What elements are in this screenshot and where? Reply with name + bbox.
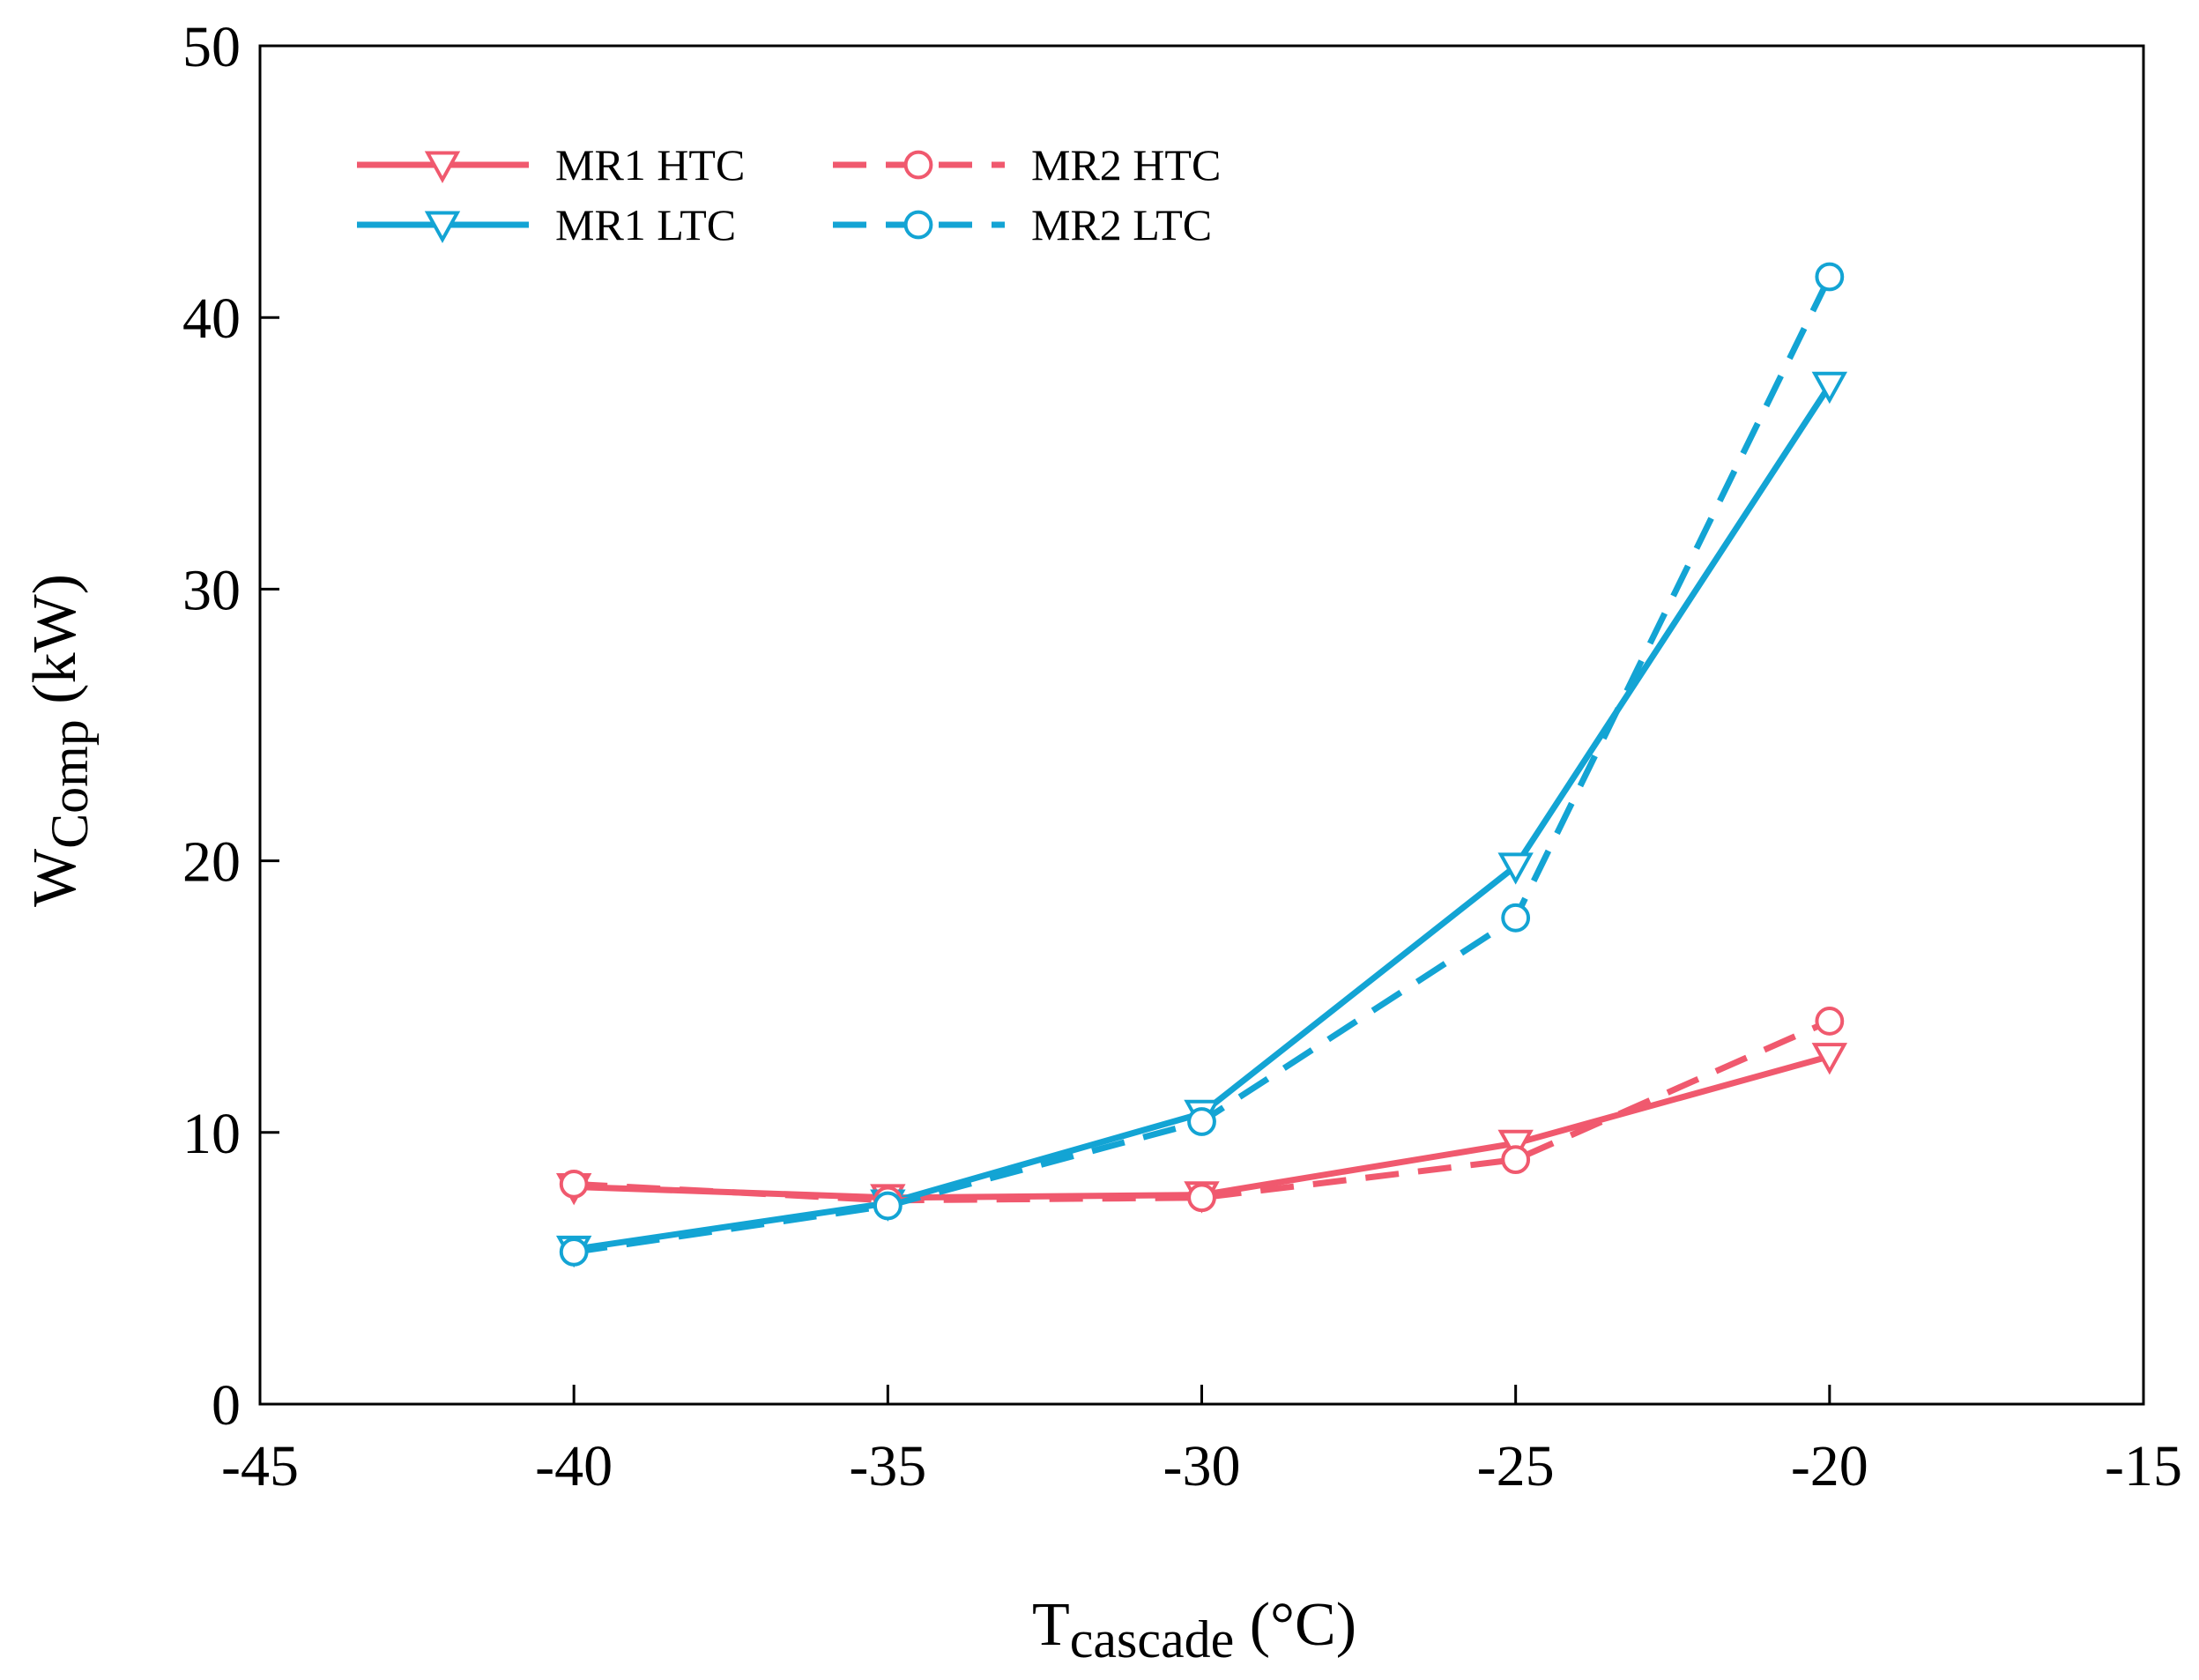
- y-axis-title-main: W: [21, 849, 89, 907]
- x-tick-label: -20: [1791, 1434, 1868, 1498]
- x-tick-label: -45: [221, 1434, 299, 1498]
- y-tick-label: 20: [182, 830, 241, 895]
- legend-marker: [903, 150, 933, 180]
- x-tick-label: -15: [2105, 1434, 2182, 1498]
- x-tick-label: -35: [849, 1434, 926, 1498]
- series-layer: [555, 262, 1848, 1268]
- y-axis-title-unit: (kW): [21, 574, 89, 719]
- data-point: [1497, 1129, 1534, 1163]
- data-point: [559, 1169, 589, 1199]
- legend-marker: [424, 211, 461, 243]
- legend-item: MR1 HTC: [357, 140, 745, 190]
- y-axis-title: WComp (kW): [21, 574, 99, 907]
- y-tick-label: 40: [182, 286, 241, 351]
- y-tick-label: 0: [212, 1373, 241, 1438]
- legend-label: MR1 LTC: [555, 200, 736, 249]
- x-tick-label: -25: [1477, 1434, 1555, 1498]
- legend-item: MR1 LTC: [357, 200, 736, 249]
- data-point: [1187, 1107, 1216, 1136]
- x-axis-title-unit: (°C): [1234, 1591, 1356, 1659]
- x-axis: -45 -40 -35 -30 -25 -20 -15: [221, 1385, 2182, 1498]
- data-point: [1497, 852, 1534, 885]
- y-tick-label: 30: [182, 558, 241, 622]
- y-axis-title-sub: Comp: [41, 719, 99, 849]
- legend-marker: [424, 151, 461, 183]
- x-tick-label: -30: [1163, 1434, 1241, 1498]
- y-tick-label: 50: [182, 15, 241, 79]
- x-axis-title: Tcascade (°C): [1032, 1591, 1356, 1669]
- legend-item: MR2 LTC: [833, 200, 1212, 249]
- data-point: [1815, 262, 1845, 292]
- legend-item: MR2 HTC: [833, 140, 1221, 190]
- series-mr2-ltc: [559, 262, 1845, 1267]
- data-point: [559, 1238, 589, 1267]
- legend-label: MR1 HTC: [555, 140, 745, 190]
- y-axis: 0 10 20 30 40 50: [182, 15, 279, 1438]
- data-point: [1815, 1007, 1845, 1036]
- legend-label: MR2 HTC: [1031, 140, 1221, 190]
- data-point: [1811, 1043, 1848, 1075]
- legend-marker: [903, 210, 933, 240]
- data-point: [1501, 1145, 1531, 1175]
- x-tick-label: -40: [535, 1434, 613, 1498]
- data-point: [1187, 1183, 1216, 1213]
- y-tick-label: 10: [182, 1102, 241, 1166]
- data-point: [873, 1191, 903, 1221]
- data-point: [1811, 371, 1848, 405]
- x-axis-title-main: T: [1032, 1591, 1070, 1659]
- data-point: [1501, 903, 1531, 933]
- x-axis-title-sub: cascade: [1070, 1610, 1235, 1669]
- legend-label: MR2 LTC: [1031, 200, 1212, 249]
- series-line: [573, 1018, 1831, 1204]
- legend: MR1 HTC MR1 LTC MR2 HTC MR2 LTC: [357, 140, 1221, 249]
